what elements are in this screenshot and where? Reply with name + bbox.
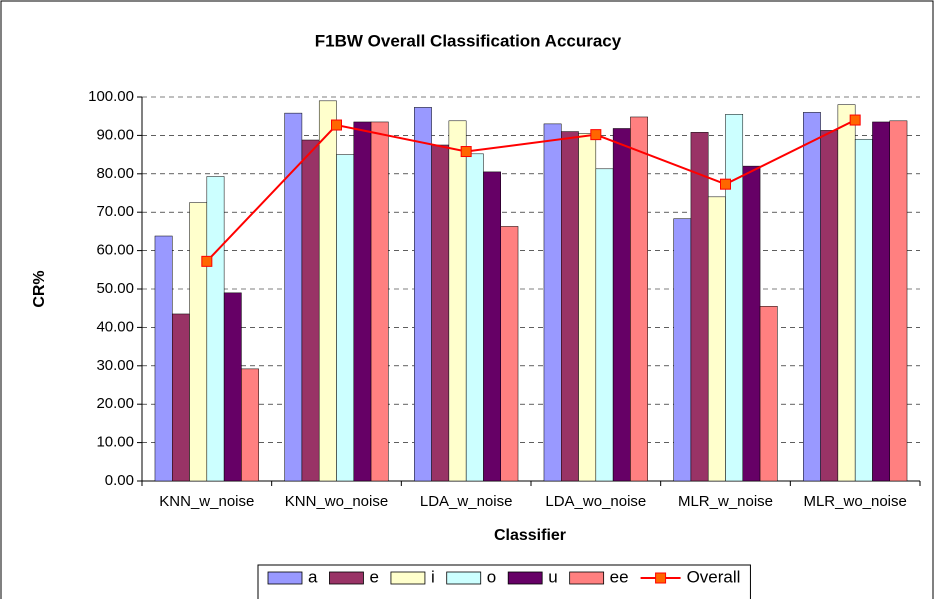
legend-label: ee (610, 567, 629, 586)
bar (154, 235, 173, 482)
legend-label: i (431, 567, 435, 586)
bar (803, 112, 821, 482)
bar (725, 114, 744, 482)
bar (241, 368, 259, 482)
legend-label: Overall (687, 567, 741, 586)
chart-title: F1BW Overall Classification Accuracy (315, 31, 622, 50)
bar (483, 171, 501, 482)
line-marker (590, 129, 602, 141)
y-tick-label: 30.00 (96, 357, 134, 374)
line (206, 119, 856, 263)
legend-marker (655, 572, 667, 584)
bar (206, 176, 225, 482)
x-tick-label: KNN_wo_noise (285, 493, 388, 510)
bar (759, 306, 778, 482)
y-tick-label: 10.00 (96, 434, 134, 451)
bar (223, 292, 242, 482)
bar (465, 153, 484, 482)
y-tick-label: 0.00 (105, 472, 134, 489)
bar (284, 112, 303, 482)
legend-swatch (507, 571, 543, 585)
bar (448, 120, 467, 482)
bar (543, 123, 562, 482)
x-tick-label: LDA_w_noise (420, 493, 513, 510)
line-marker (720, 178, 731, 190)
bar (630, 116, 648, 482)
bar (595, 168, 614, 482)
bar (500, 226, 519, 482)
x-tick-label: KNN_w_noise (159, 493, 254, 510)
line-marker (331, 119, 342, 131)
y-axis-title: CR% (31, 270, 48, 307)
x-axis-title: Classifier (494, 527, 566, 544)
legend: a e i o u ee Overall (267, 567, 741, 586)
legend-swatch (446, 571, 482, 585)
x-tick-label: LDA_wo_noise (545, 493, 646, 510)
bar (370, 121, 389, 482)
y-tick-label: 20.00 (96, 395, 134, 412)
y-tick-label: 90.00 (96, 126, 134, 143)
legend-frame (257, 564, 751, 599)
legend-label: a (308, 567, 318, 586)
legend-label: e (369, 567, 378, 586)
bar (820, 130, 839, 482)
bar (172, 313, 190, 482)
bar (336, 154, 355, 482)
legend-swatch (569, 571, 605, 585)
line-marker (849, 114, 861, 126)
legend-swatch (329, 571, 364, 585)
bar (872, 121, 890, 482)
bar (707, 196, 726, 482)
bar (561, 131, 579, 482)
bar (318, 100, 337, 482)
y-tick-label: 100.00 (88, 88, 134, 105)
bar (353, 121, 372, 482)
bar (742, 165, 761, 482)
y-tick-label: 80.00 (96, 165, 134, 182)
line-marker (201, 255, 213, 267)
bar (189, 202, 208, 482)
bar (301, 139, 320, 482)
bar (612, 128, 631, 482)
bar (578, 133, 597, 482)
bar (889, 120, 908, 482)
bar (431, 144, 450, 482)
legend-label: u (548, 567, 557, 586)
bar (837, 104, 856, 482)
legend-swatch (267, 571, 303, 585)
legend-label: o (487, 567, 496, 586)
bar (673, 218, 692, 482)
y-tick-label: 40.00 (96, 318, 134, 335)
y-tick-label: 50.00 (96, 280, 134, 297)
bar (414, 107, 432, 482)
line-marker (460, 146, 472, 158)
x-tick-label: MLR_wo_noise (803, 493, 906, 510)
y-tick-label: 70.00 (96, 203, 134, 220)
y-tick-label: 60.00 (96, 242, 134, 259)
bar (854, 138, 873, 482)
x-tick-label: MLR_w_noise (678, 493, 773, 510)
bar (690, 132, 709, 482)
legend-swatch (390, 571, 426, 585)
